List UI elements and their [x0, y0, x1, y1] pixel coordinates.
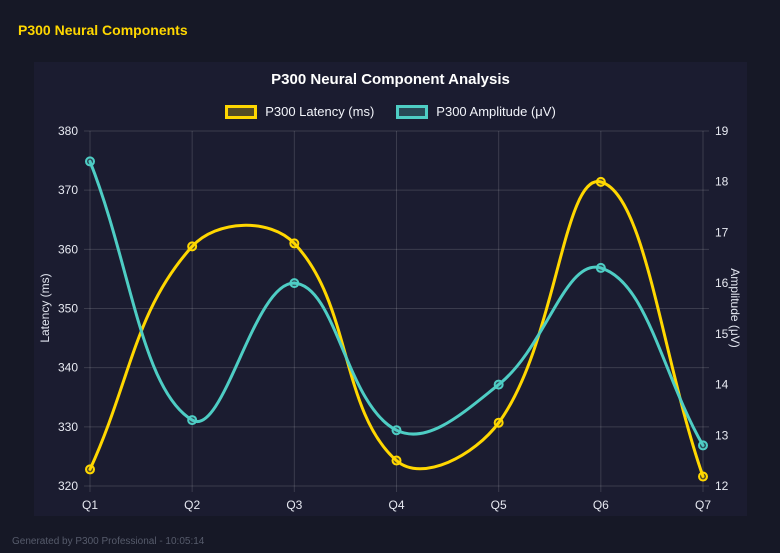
data-point-0[interactable] [85, 464, 95, 475]
data-point-1[interactable] [85, 156, 95, 167]
data-point-0[interactable] [698, 471, 708, 482]
y-tick-label-right: 12 [715, 479, 729, 493]
data-point-1[interactable] [698, 440, 708, 451]
footer-note: Generated by P300 Professional - 10:05:1… [12, 536, 205, 547]
latency-swatch-icon [225, 104, 258, 119]
data-point-1[interactable] [493, 379, 504, 390]
series-line-1 [88, 159, 705, 447]
y-tick-label-right: 19 [715, 124, 729, 138]
y-tick-label-right: 15 [715, 327, 729, 341]
y-tick-label-left: 360 [58, 242, 78, 256]
left-axis-title: Latency (ms) [38, 273, 52, 343]
data-point-0[interactable] [187, 241, 198, 252]
y-tick-label-left: 320 [58, 479, 78, 493]
data-point-0[interactable] [391, 455, 402, 466]
data-point-1[interactable] [391, 425, 402, 436]
data-point-1[interactable] [595, 262, 606, 273]
data-point-1[interactable] [289, 278, 300, 289]
legend-label-amplitude: P300 Amplitude (μV) [436, 104, 556, 119]
legend-item-amplitude[interactable]: P300 Amplitude (μV) [396, 104, 556, 119]
y-tick-label-left: 380 [58, 124, 78, 138]
x-tick-label: Q4 [388, 498, 404, 512]
y-tick-label-left: 370 [58, 183, 78, 197]
chart-canvas[interactable]: 320 330 340 350 360 370 380 12 13 14 15 16 17 18 19 Q1 Q… [34, 62, 747, 516]
x-tick-label: Q2 [184, 498, 200, 512]
y-tick-label-right: 18 [715, 175, 729, 189]
legend-label-latency: P300 Latency (ms) [265, 104, 375, 119]
chart-title: P300 Neural Component Analysis [271, 71, 510, 88]
y-tick-label-left: 340 [58, 361, 78, 375]
amplitude-swatch-icon [396, 104, 429, 119]
data-point-1[interactable] [187, 415, 198, 426]
page-title: P300 Neural Components [18, 22, 188, 38]
y-tick-label-right: 14 [715, 378, 729, 392]
x-tick-label: Q5 [491, 498, 507, 512]
series-line-0 [88, 180, 705, 478]
x-tick-label: Q7 [695, 498, 711, 512]
data-point-0[interactable] [289, 238, 300, 249]
right-axis-title: Amplitude (μV) [728, 268, 742, 348]
legend-item-latency[interactable]: P300 Latency (ms) [225, 104, 374, 119]
x-tick-label: Q3 [286, 498, 302, 512]
chart-card: P300 Neural Component Analysis P300 Late… [34, 62, 747, 516]
data-point-0[interactable] [595, 176, 606, 187]
y-tick-label-left: 350 [58, 302, 78, 316]
y-tick-label-right: 13 [715, 428, 729, 442]
x-tick-label: Q6 [593, 498, 609, 512]
chart-legend: P300 Latency (ms) P300 Amplitude (μV) [34, 104, 747, 119]
y-tick-label-right: 16 [715, 276, 729, 290]
y-tick-label-left: 330 [58, 420, 78, 434]
y-tick-label-right: 17 [715, 225, 729, 239]
data-point-0[interactable] [493, 417, 504, 428]
x-tick-label: Q1 [82, 498, 98, 512]
